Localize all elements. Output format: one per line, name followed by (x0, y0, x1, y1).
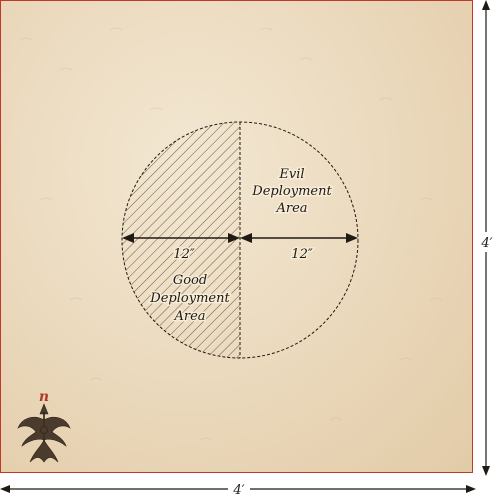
good-label-line: Good (173, 273, 207, 288)
good-label-line: Deployment (149, 291, 230, 306)
good-label-line: Area (173, 309, 205, 324)
good-deployment-zone (122, 122, 240, 358)
evil-deployment-label: Evil Deployment Area (250, 166, 334, 218)
good-deployment-label: Good Deployment Area (148, 272, 232, 326)
height-dimension-label: 4′ (480, 236, 492, 251)
parchment-texture (19, 27, 443, 441)
left-radius-arrow (122, 233, 240, 243)
left-radius-label: 12″ (173, 247, 195, 262)
compass-rose: n (17, 389, 71, 463)
compass-ornament-icon (17, 403, 71, 463)
width-dimension-label: 4′ (232, 483, 244, 498)
evil-label-line: Evil (278, 167, 304, 182)
right-radius-label: 12″ (291, 247, 313, 262)
evil-label-line: Deployment (251, 184, 332, 199)
evil-label-line: Area (275, 201, 307, 216)
compass-north-label: n (39, 389, 49, 405)
right-radius-arrow (240, 233, 358, 243)
